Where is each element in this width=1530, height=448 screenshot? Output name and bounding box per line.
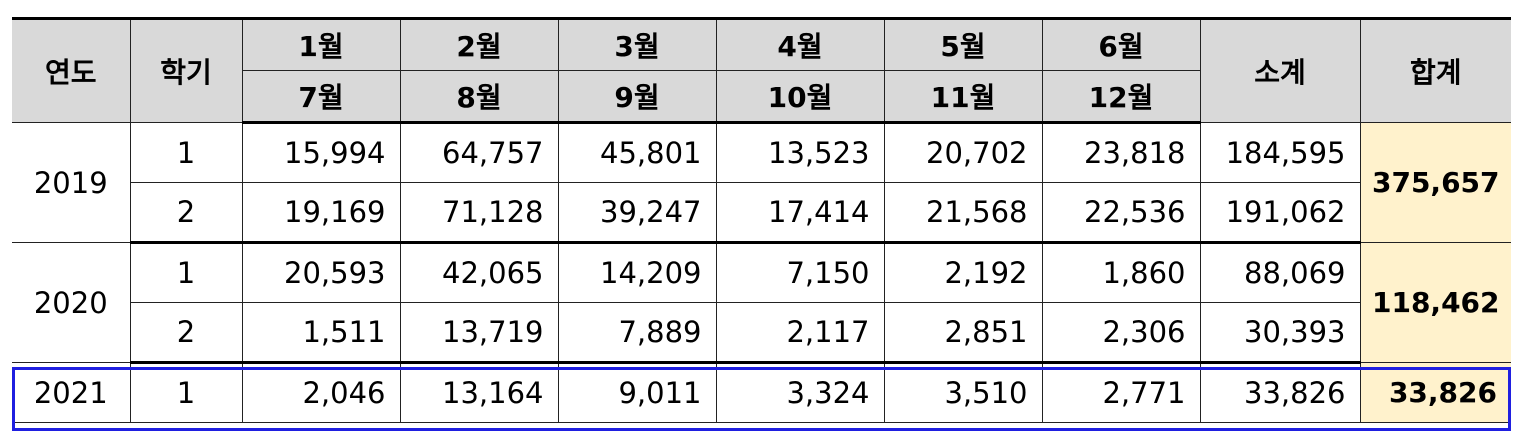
header-row-bottom: 7월 8월 9월 10월 11월 12월 (12, 70, 1511, 124)
month-header-9: 9월 (557, 70, 717, 124)
value-cell: 13,523 (715, 122, 885, 183)
value-cell: 2,192 (883, 242, 1043, 303)
value-cell: 2,306 (1041, 302, 1201, 364)
value-cell: 7,150 (715, 242, 885, 303)
year-header: 연도 (12, 17, 131, 123)
value-cell: 1,860 (1041, 242, 1201, 303)
value-cell: 2,771 (1041, 362, 1201, 423)
subtotal-cell: 191,062 (1199, 182, 1361, 244)
value-cell: 64,757 (399, 122, 559, 183)
value-cell: 20,702 (883, 122, 1043, 183)
value-cell: 39,247 (557, 182, 717, 244)
value-cell: 23,818 (1041, 122, 1201, 183)
month-header-6: 6월 (1041, 17, 1201, 71)
value-cell: 19,169 (241, 182, 401, 244)
value-cell: 1,511 (241, 302, 401, 364)
value-cell: 9,011 (557, 362, 717, 423)
value-cell: 13,719 (399, 302, 559, 364)
table-row-highlighted: 2021 1 2,046 13,164 9,011 3,324 3,510 2,… (12, 362, 1511, 423)
value-cell: 45,801 (557, 122, 717, 183)
value-cell: 13,164 (399, 362, 559, 423)
subtotal-cell: 30,393 (1199, 302, 1361, 364)
month-header-12: 12월 (1041, 70, 1201, 124)
value-cell: 22,536 (1041, 182, 1201, 244)
value-cell: 20,593 (241, 242, 401, 303)
table-header: 연도 학기 1월 2월 3월 4월 5월 6월 소계 합계 7월 8월 9월 1… (12, 17, 1511, 124)
month-header-11: 11월 (883, 70, 1043, 124)
semester-cell: 2 (129, 182, 243, 244)
subtotal-header: 소계 (1199, 17, 1361, 123)
semester-cell: 1 (129, 242, 243, 303)
subtotal-cell: 33,826 (1199, 362, 1361, 423)
month-header-4: 4월 (715, 17, 885, 71)
month-header-5: 5월 (883, 17, 1043, 71)
table-body: 2019 1 15,994 64,757 45,801 13,523 20,70… (12, 122, 1511, 423)
yearly-statistics-table: 연도 학기 1월 2월 3월 4월 5월 6월 소계 합계 7월 8월 9월 1… (12, 17, 1511, 423)
semester-cell: 2 (129, 302, 243, 364)
month-header-1: 1월 (241, 17, 401, 71)
header-row-top: 연도 학기 1월 2월 3월 4월 5월 6월 소계 합계 (12, 17, 1511, 123)
month-header-3: 3월 (557, 17, 717, 71)
year-cell: 2021 (12, 362, 131, 423)
table-row: 2019 1 15,994 64,757 45,801 13,523 20,70… (12, 122, 1511, 243)
year-cell: 2019 (12, 122, 131, 243)
semester-cell: 1 (129, 122, 243, 183)
table-row: 2 1,511 13,719 7,889 2,117 2,851 2,306 3… (12, 302, 1511, 364)
total-cell-2019: 375,657 (1359, 122, 1511, 243)
value-cell: 42,065 (399, 242, 559, 303)
total-cell-2020: 118,462 (1359, 242, 1511, 363)
total-cell-2021: 33,826 (1359, 362, 1511, 423)
value-cell: 3,510 (883, 362, 1043, 423)
month-header-7: 7월 (241, 70, 401, 124)
value-cell: 17,414 (715, 182, 885, 244)
semester-header: 학기 (129, 17, 243, 123)
value-cell: 15,994 (241, 122, 401, 183)
month-header-2: 2월 (399, 17, 559, 71)
value-cell: 21,568 (883, 182, 1043, 244)
value-cell: 2,046 (241, 362, 401, 423)
total-header: 합계 (1359, 17, 1511, 123)
month-header-10: 10월 (715, 70, 885, 124)
month-header-8: 8월 (399, 70, 559, 124)
data-table-container: 연도 학기 1월 2월 3월 4월 5월 6월 소계 합계 7월 8월 9월 1… (12, 17, 1511, 423)
value-cell: 2,851 (883, 302, 1043, 364)
subtotal-cell: 88,069 (1199, 242, 1361, 303)
value-cell: 71,128 (399, 182, 559, 244)
value-cell: 2,117 (715, 302, 885, 364)
table-row: 2020 1 20,593 42,065 14,209 7,150 2,192 … (12, 242, 1511, 363)
value-cell: 3,324 (715, 362, 885, 423)
table-row: 2 19,169 71,128 39,247 17,414 21,568 22,… (12, 182, 1511, 244)
value-cell: 7,889 (557, 302, 717, 364)
year-cell: 2020 (12, 242, 131, 363)
semester-cell: 1 (129, 362, 243, 423)
value-cell: 14,209 (557, 242, 717, 303)
subtotal-cell: 184,595 (1199, 122, 1361, 183)
